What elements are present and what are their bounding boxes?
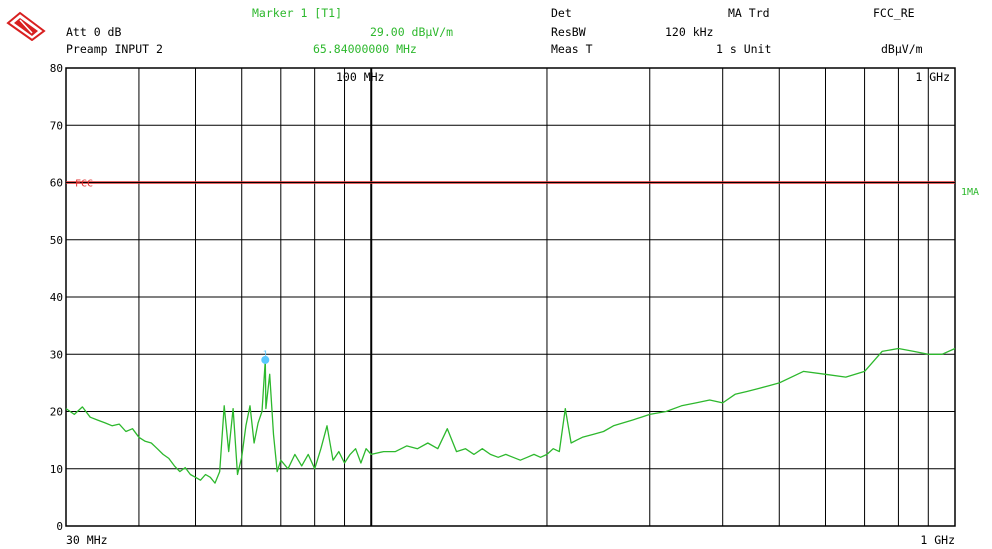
detector-value: MA Trd [728, 6, 770, 20]
marker-level: 29.00 dBµV/m [370, 25, 454, 39]
y-tick-label: 10 [50, 463, 63, 476]
detector-label: Det [551, 6, 572, 20]
y-tick-label: 0 [56, 520, 63, 533]
preamp: Preamp INPUT 2 [66, 42, 163, 56]
y-tick-label: 70 [50, 119, 63, 132]
marker-point [261, 355, 270, 364]
limit-line-name: FCC_RE [873, 6, 915, 20]
x-tick-label: 30 MHz [66, 533, 108, 547]
meas-time-value: 1 s Unit [716, 42, 772, 56]
y-tick-label: 50 [50, 234, 63, 247]
x-tick-label: 1 GHz [915, 70, 950, 84]
x-tick-label: 100 MHz [336, 70, 384, 84]
unit-label: dBµV/m [881, 42, 923, 56]
side-marker-label: 1MA [961, 187, 980, 198]
y-tick-label: 40 [50, 291, 63, 304]
y-tick-label: 80 [50, 62, 63, 75]
y-tick-label: 20 [50, 406, 63, 419]
plot-frame [65, 67, 956, 527]
measurement-trace [65, 347, 956, 484]
resbw-label: ResBW [551, 25, 586, 39]
attenuation: Att 0 dB [66, 25, 122, 39]
marker-label: Marker 1 [T1] [252, 6, 343, 20]
limit-line-label: FCC [75, 179, 93, 190]
y-tick-label: 30 [50, 348, 63, 361]
marker-frequency: 65.84000000 MHz [313, 42, 417, 56]
y-tick-label: 60 [50, 177, 63, 190]
brand-logo [6, 11, 46, 41]
meas-time-label: Meas T [551, 42, 593, 56]
x-tick-label: 1 GHz [920, 533, 955, 547]
marker-number: 1 [263, 350, 268, 360]
resbw-value: 120 kHz [665, 25, 714, 39]
